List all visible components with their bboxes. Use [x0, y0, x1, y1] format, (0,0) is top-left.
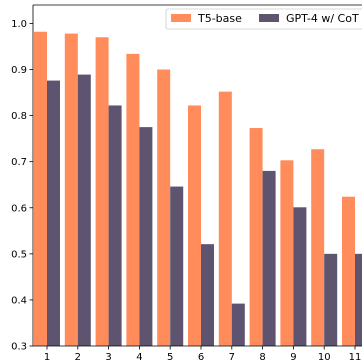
ticks-layer: 0.3 0.4 0.5 0.6 0.7 0.8 0.9 1.0 1 2 3 4 5 6 7 8 9 10 11	[11, 19, 361, 363]
y-tick-label: 0.7	[11, 157, 27, 168]
x-tick-label: 1	[44, 352, 50, 363]
gpt4-cot-bar-3	[108, 105, 122, 346]
t5-base-bar-9	[280, 160, 294, 346]
legend-label: T5-base	[197, 12, 242, 25]
bars-layer	[34, 31, 362, 347]
t5-base-bar-5	[157, 69, 171, 346]
x-tick-label: 5	[167, 352, 173, 363]
gpt4-cot-bar-6	[201, 244, 214, 346]
t5-base-bar-4	[126, 53, 140, 346]
x-tick-label: 9	[290, 352, 296, 363]
t5-base-bar-11	[342, 196, 355, 346]
gpt4-cot-bar-5	[170, 186, 184, 346]
x-tick-label: 4	[136, 352, 142, 363]
t5-base-bar-7	[218, 91, 232, 346]
y-tick-label: 0.6	[11, 203, 27, 214]
gpt4-cot-bar-1	[47, 80, 60, 347]
x-tick-label: 6	[198, 352, 204, 363]
t5-base-bar-8	[249, 128, 263, 346]
legend-swatch	[171, 14, 191, 22]
gpt4-cot-bar-10	[324, 253, 338, 346]
y-tick-label: 0.4	[11, 295, 27, 306]
legend: T5-base GPT-4 w/ CoT	[165, 8, 362, 30]
t5-base-bar-2	[64, 33, 78, 346]
x-tick-label: 2	[75, 352, 81, 363]
gpt4-cot-bar-8	[262, 170, 276, 346]
x-tick-label: 3	[105, 352, 111, 363]
t5-base-bar-1	[34, 31, 47, 347]
legend-swatch	[259, 14, 279, 22]
y-tick-label: 0.3	[11, 342, 27, 353]
x-tick-label: 7	[229, 352, 235, 363]
y-tick-label: 0.8	[11, 111, 27, 122]
y-tick-label: 1.0	[11, 19, 27, 30]
t5-base-bar-6	[188, 105, 201, 346]
gpt4-cot-bar-9	[293, 207, 307, 346]
gpt4-cot-bar-2	[77, 74, 91, 347]
y-tick-label: 0.9	[11, 65, 27, 76]
gpt4-cot-bar-4	[139, 127, 153, 346]
axes-layer	[32, 4, 362, 347]
x-tick-label: 8	[259, 352, 265, 363]
t5-base-bar-10	[311, 149, 325, 346]
t5-base-bar-3	[95, 37, 109, 347]
x-tick-label: 10	[318, 352, 331, 363]
gpt4-cot-bar-7	[231, 303, 245, 346]
y-tick-label: 0.5	[11, 249, 27, 260]
legend-label: GPT-4 w/ CoT	[286, 12, 359, 25]
x-tick-label: 11	[349, 352, 362, 363]
gpt4-cot-bar-11	[355, 253, 362, 346]
